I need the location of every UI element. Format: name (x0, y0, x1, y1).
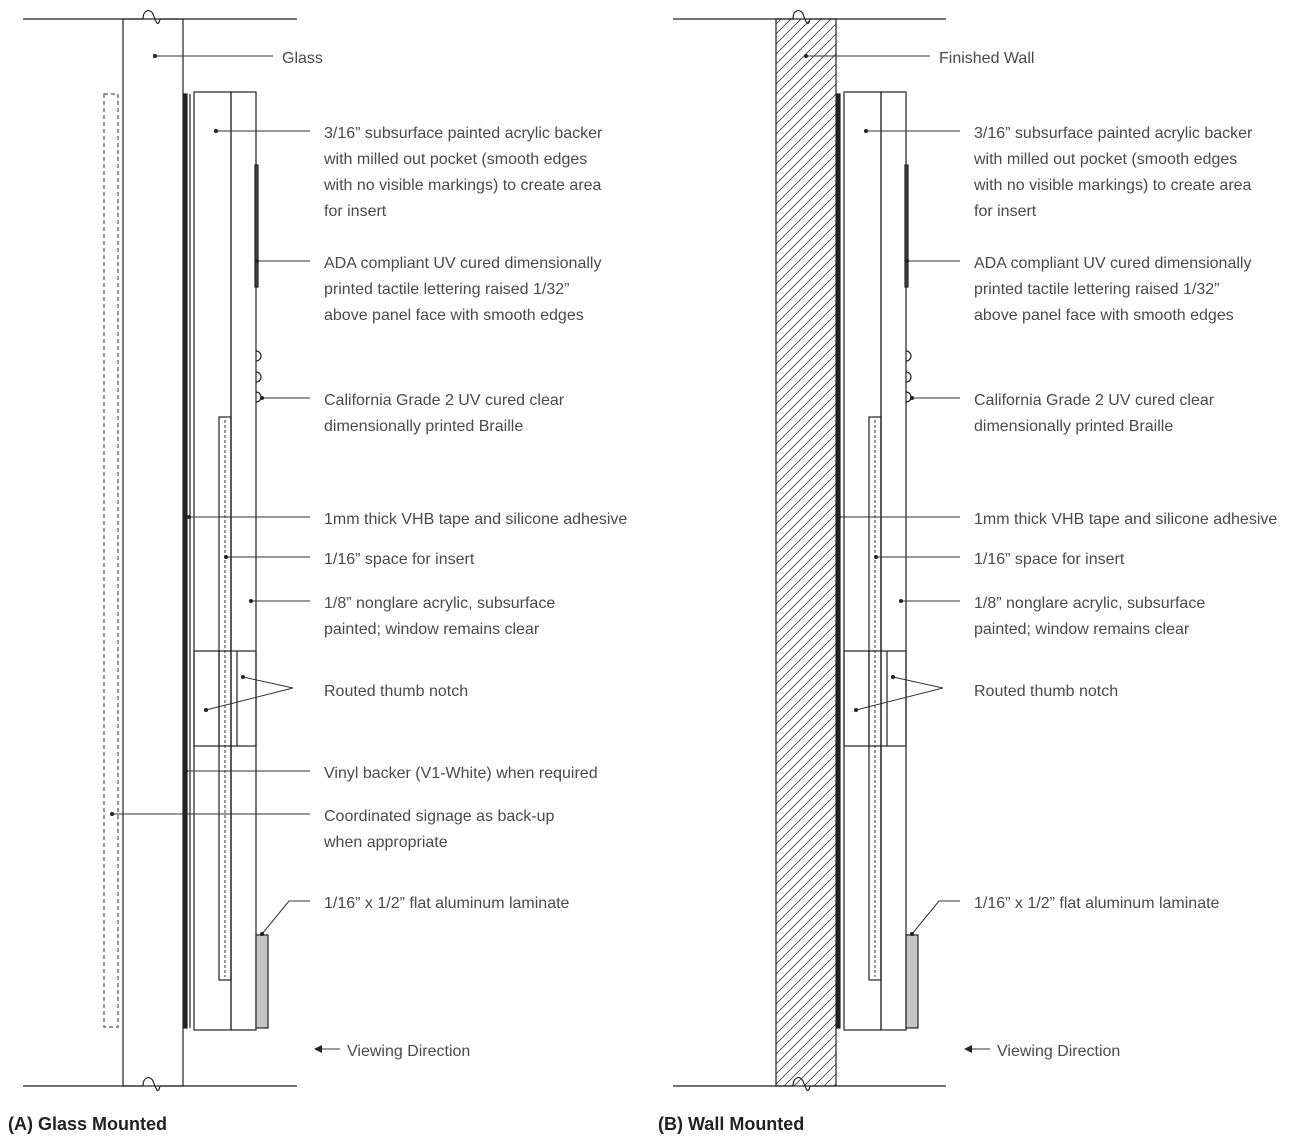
glass-mounted-detail (23, 9, 297, 1092)
label-viewing: Viewing Direction (997, 1043, 1120, 1060)
tactile-lettering (904, 164, 909, 288)
label-lettering: ADA compliant UV cured dimensionally prin… (324, 255, 601, 324)
viewing-arrow-icon (964, 1045, 972, 1053)
thumb-notch (843, 650, 907, 747)
label-viewing: Viewing Direction (347, 1043, 470, 1060)
label-acrylic: 1/8” nonglare acrylic, subsurface painted… (324, 595, 555, 638)
label-tape: 1mm thick VHB tape and silicone adhesive (324, 511, 627, 528)
right-leaders (806, 55, 990, 1050)
braille-dots (255, 350, 262, 403)
label-lettering: ADA compliant UV cured dimensionally prin… (974, 255, 1251, 324)
label-vinyl: Vinyl backer (V1-White) when required (324, 765, 598, 782)
label-backup: Coordinated signage as back-up when appro… (323, 808, 554, 851)
wall-mounted-detail (673, 9, 946, 1092)
acrylic-face-panel (880, 91, 907, 1031)
caption-glass-mounted: (A) Glass Mounted (8, 1114, 167, 1134)
backup-signage (103, 93, 119, 1028)
aluminum-laminate (255, 934, 269, 1029)
right-leader-dots (804, 54, 914, 936)
svg-text:Finished Wall: Finished Wall (939, 50, 1034, 67)
label-backer: 3/16” subsurface painted acrylic backer w… (973, 125, 1253, 220)
right-labels: Finished Wall 3/16” subsurface painted a… (658, 50, 1277, 1134)
finished-wall (775, 18, 837, 1087)
braille-dots (905, 350, 912, 403)
label-acrylic: 1/8” nonglare acrylic, subsurface painted… (974, 595, 1205, 638)
label-laminate: 1/16” x 1/2” flat aluminum laminate (974, 895, 1220, 912)
left-leader-dots (110, 54, 264, 936)
top-break-line (23, 9, 297, 25)
substrate-label: Glass (282, 50, 323, 67)
label-laminate: 1/16” x 1/2” flat aluminum laminate (324, 895, 570, 912)
left-labels: Glass 3/16” subsurface painted acrylic b… (8, 50, 627, 1134)
label-notch: Routed thumb notch (324, 683, 468, 700)
label-backer: 3/16” subsurface painted acrylic backer w… (323, 125, 603, 220)
left-leaders (112, 55, 340, 1050)
viewing-arrow-icon (314, 1045, 322, 1053)
svg-text:Glass: Glass (282, 50, 323, 67)
thumb-notch (193, 650, 257, 747)
tactile-lettering (254, 164, 259, 288)
bottom-break-line (23, 1076, 297, 1092)
glass-pane (122, 18, 184, 1087)
label-insert: 1/16” space for insert (974, 551, 1125, 568)
label-tape: 1mm thick VHB tape and silicone adhesive (974, 511, 1277, 528)
acrylic-face-panel (230, 91, 257, 1031)
substrate-label: Finished Wall (939, 50, 1034, 67)
label-insert: 1/16” space for insert (324, 551, 475, 568)
aluminum-laminate (905, 934, 919, 1029)
caption-wall-mounted: (B) Wall Mounted (658, 1114, 804, 1134)
label-notch: Routed thumb notch (974, 683, 1118, 700)
label-braille: California Grade 2 UV cured clear dimensi… (974, 392, 1215, 435)
vhb-tape (836, 93, 841, 1029)
vinyl-backer (183, 93, 188, 1029)
label-braille: California Grade 2 UV cured clear dimensi… (324, 392, 565, 435)
